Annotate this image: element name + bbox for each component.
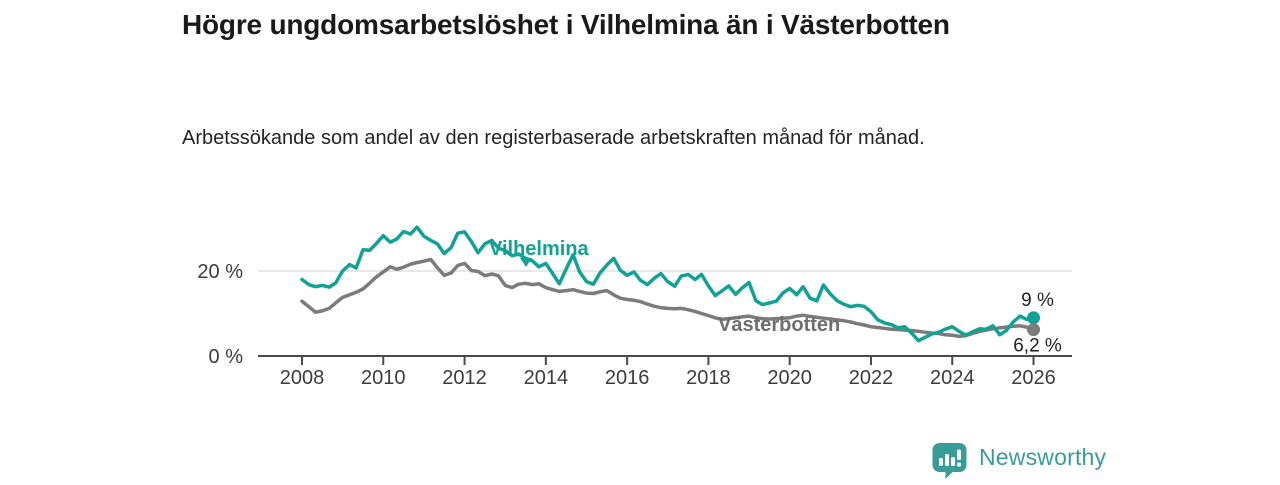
- x-tick-label: 2020: [767, 367, 812, 389]
- end-value-label: 9 %: [1021, 290, 1054, 311]
- end-value-label: 6,2 %: [1013, 336, 1062, 357]
- x-tick-label: 2014: [524, 367, 569, 389]
- series-inline-label: Västerbotten: [718, 314, 840, 336]
- x-tick-label: 2024: [930, 367, 975, 389]
- triangle-down-icon: [520, 258, 532, 267]
- x-tick-label: 2016: [605, 367, 650, 389]
- bar-chart-speech-bubble-icon: [932, 443, 967, 479]
- x-tick-label: 2022: [849, 367, 894, 389]
- x-tick-label: 2008: [280, 367, 325, 389]
- x-tick-label: 2026: [1011, 367, 1056, 389]
- vsterbotten-line: [300, 257, 1036, 339]
- vsterbotten-end-dot: [1027, 323, 1041, 337]
- x-tick-label: 2018: [686, 367, 731, 389]
- brand-name-label: Newsworthy: [979, 444, 1107, 470]
- series-inline-label: Vilhelmina: [489, 238, 590, 260]
- x-tick-label: 2010: [361, 367, 406, 389]
- vilhelmina-line: [300, 225, 1036, 343]
- page-title: Högre ungdomsarbetslöshet i Vilhelmina ä…: [182, 9, 950, 40]
- y-tick-label: 0 %: [209, 346, 244, 368]
- y-tick-label: 20 %: [197, 261, 243, 283]
- chart-subtitle: Arbetssökande som andel av den registerb…: [182, 127, 925, 149]
- newsworthy-brand: Newsworthy: [931, 443, 1106, 480]
- vilhelmina-end-dot: [1027, 311, 1041, 325]
- x-tick-label: 2012: [442, 367, 487, 389]
